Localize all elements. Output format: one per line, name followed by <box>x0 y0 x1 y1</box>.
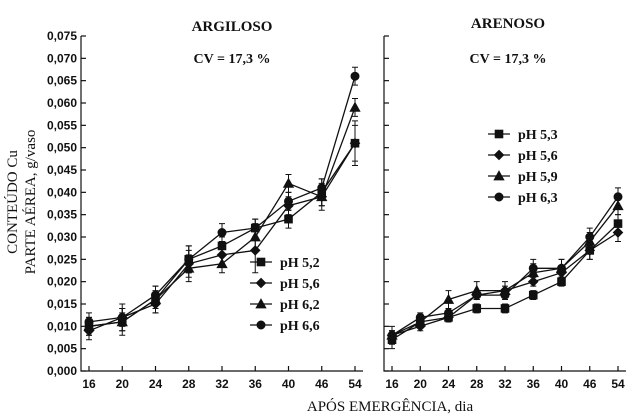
legend-marker <box>255 298 267 309</box>
y-tick-label: 0,030 <box>47 230 77 244</box>
panel-argiloso: 0,000 0,005 0,010 0,015 0,020 0,025 0,030 0,035… <box>47 19 363 391</box>
x-tick-label: 54 <box>611 377 625 391</box>
data-point <box>557 263 566 273</box>
x-tick-label: 16 <box>385 377 399 391</box>
data-point <box>349 137 361 149</box>
data-point <box>250 223 260 233</box>
x-tick-label: 24 <box>149 377 163 391</box>
y-tick-label: 0,015 <box>47 297 77 311</box>
legend-marker <box>256 257 266 267</box>
legend-marker <box>256 320 266 330</box>
data-point <box>528 290 538 300</box>
legend-marker <box>494 192 504 202</box>
y-tick-label: 0,060 <box>47 96 77 110</box>
series-circle <box>84 66 360 332</box>
y-tick-label: 0,075 <box>47 29 77 43</box>
data-point <box>317 183 327 193</box>
y-tick-label: 0,070 <box>47 51 77 65</box>
x-tick-label: 20 <box>116 377 130 391</box>
data-point <box>151 290 160 300</box>
data-point <box>613 192 623 202</box>
data-point <box>557 277 566 286</box>
legend-label: pH 5,6 <box>280 277 320 292</box>
data-point <box>612 227 624 238</box>
y-tick-label: 0,065 <box>47 74 77 88</box>
series-line <box>391 196 619 336</box>
x-tick-label: 32 <box>498 377 512 391</box>
series-line <box>88 107 356 327</box>
x-tick-label: 36 <box>527 377 541 391</box>
series-circle <box>387 187 623 341</box>
y-axis-title-line-1: CONTEÚDO Cu <box>4 150 21 254</box>
data-point <box>585 232 595 242</box>
y-tick-label: 0,000 <box>47 364 77 378</box>
data-point <box>387 330 397 340</box>
data-point <box>472 290 482 300</box>
legend-marker <box>493 149 505 161</box>
data-point <box>444 308 453 318</box>
cv-annotation: CV = 17,3 % <box>470 52 547 67</box>
y-tick-label: 0,055 <box>47 118 77 132</box>
data-point <box>349 101 361 112</box>
legend-marker <box>493 170 505 181</box>
data-point <box>282 177 295 188</box>
x-tick-label: 32 <box>215 377 229 391</box>
x-tick-label: 24 <box>442 377 456 391</box>
data-point <box>415 312 425 322</box>
cv-annotation: CV = 17,3 % <box>194 52 271 67</box>
data-point <box>472 304 482 313</box>
data-point <box>117 312 127 322</box>
legend-label: pH 6,3 <box>518 191 558 206</box>
legend-marker <box>255 277 267 289</box>
data-point <box>500 290 510 300</box>
legend-label: pH 6,6 <box>280 319 320 334</box>
y-tick-label: 0,010 <box>47 319 77 333</box>
data-point <box>184 254 194 264</box>
legend-label: pH 6,2 <box>280 298 320 313</box>
x-tick-label: 28 <box>470 377 484 391</box>
x-tick-label: 40 <box>282 377 296 391</box>
x-tick-label: 36 <box>249 377 263 391</box>
data-point <box>528 263 538 273</box>
x-tick-label: 54 <box>348 377 362 391</box>
y-tick-label: 0,035 <box>47 208 77 222</box>
x-tick-label: 40 <box>555 377 569 391</box>
legend-label: pH 5,2 <box>280 256 320 271</box>
x-tick-label: 46 <box>315 377 329 391</box>
legend: pH 5,3 pH 5,6 pH 5,9 pH 6,3 <box>488 128 558 206</box>
legend-label: pH 5,9 <box>518 170 558 185</box>
y-tick-label: 0,050 <box>47 141 77 155</box>
x-tick-label: 28 <box>182 377 196 391</box>
legend-label: pH 5,3 <box>518 128 558 143</box>
y-tick-label: 0,045 <box>47 163 77 177</box>
data-point <box>217 228 227 238</box>
legend-marker <box>494 129 504 139</box>
data-point <box>216 257 228 269</box>
data-point <box>284 196 293 206</box>
y-tick-label: 0,040 <box>47 185 77 199</box>
panel-title: ARGILOSO <box>192 19 273 35</box>
data-point <box>84 317 94 327</box>
legend: pH 5,2 pH 5,6 pH 6,2 pH 6,6 <box>250 256 320 334</box>
x-tick-label: 46 <box>583 377 597 391</box>
y-tick-label: 0,005 <box>47 342 77 356</box>
x-tick-label: 16 <box>82 377 96 391</box>
data-point <box>500 304 510 313</box>
y-tick-label: 0,020 <box>47 275 77 289</box>
panel-arenoso: 16 20 24 28 32 36 40 46 54 ARENOSO CV = 17,3 % pH 5… <box>383 16 626 391</box>
data-point <box>442 293 455 304</box>
x-axis-title: APÓS EMERGÊNCIA, dia <box>307 398 474 415</box>
x-tick-label: 20 <box>414 377 428 391</box>
data-point <box>284 214 293 224</box>
panel-title: ARENOSO <box>471 16 545 32</box>
data-point <box>350 71 360 81</box>
y-axis-title-line-2: PARTE AÉREA, g/vaso <box>22 130 39 275</box>
legend-label: pH 5,6 <box>518 149 558 164</box>
y-tick-label: 0,025 <box>47 252 77 266</box>
